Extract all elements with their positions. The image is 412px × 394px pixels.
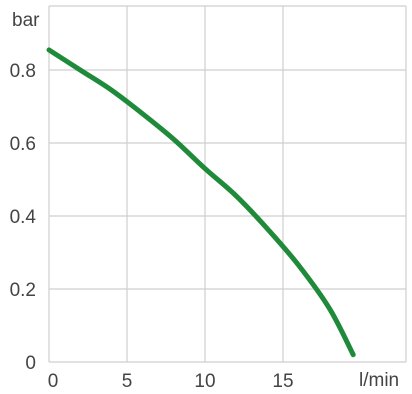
tick-labels: 0 0.2 0.4 0.6 0.8 0 5 10 15: [10, 61, 294, 392]
y-tick-label: 0.4: [10, 207, 37, 228]
x-tick-label: 5: [122, 371, 133, 392]
y-tick-label: 0: [25, 353, 36, 374]
y-tick-label: 0.6: [10, 134, 36, 155]
x-tick-label: 0: [48, 371, 59, 392]
x-tick-label: 10: [194, 371, 215, 392]
y-tick-label: 0.2: [10, 280, 36, 301]
grid: [48, 5, 407, 363]
series-line: [46, 47, 356, 358]
series-layer: [46, 47, 356, 358]
x-axis-unit-label: l/min: [359, 370, 399, 391]
y-tick-label: 0.8: [10, 61, 36, 82]
x-tick-label: 15: [272, 371, 293, 392]
y-axis-unit-label: bar: [12, 10, 40, 31]
